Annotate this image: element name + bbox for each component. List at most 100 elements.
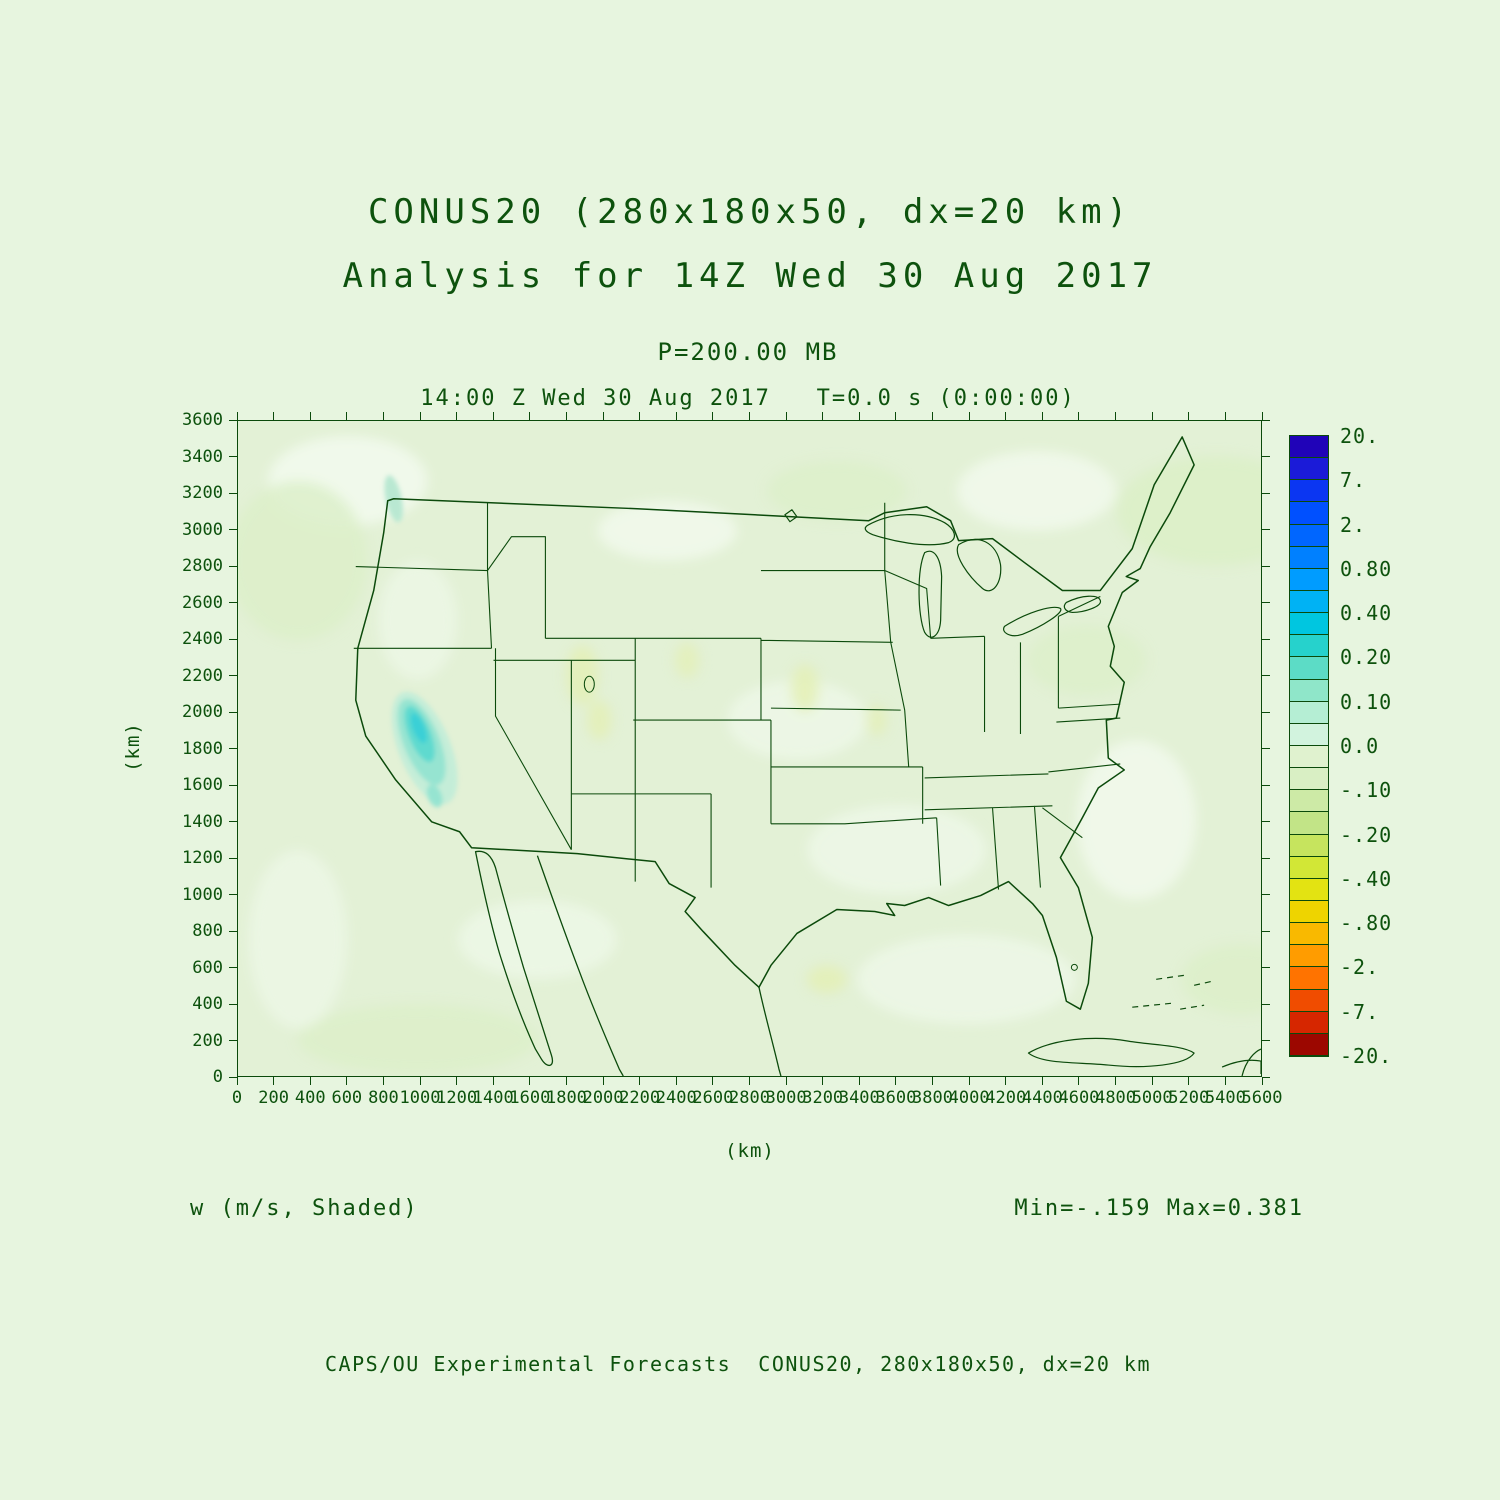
y-axis-tick-right [1262, 456, 1270, 457]
y-axis-tick-label: 1800 [182, 738, 223, 759]
x-axis-tick-label: 600 [331, 1088, 363, 1108]
y-axis-tick-right [1262, 711, 1270, 713]
y-axis-tick-right [1262, 419, 1270, 421]
y-axis-tick-right [1262, 784, 1270, 786]
x-axis-unit-label: (km) [725, 1140, 775, 1162]
x-axis-tick-label: 3800 [912, 1088, 954, 1108]
y-axis-tick-right [1262, 529, 1270, 530]
map-plot-area [237, 420, 1262, 1077]
x-axis-tick-label: 3000 [765, 1088, 807, 1108]
y-axis-tick-right [1262, 748, 1270, 749]
colorbar-tick-label: -.10 [1340, 778, 1393, 803]
x-axis-tick [492, 1077, 494, 1085]
y-axis-tick-right [1262, 967, 1270, 968]
x-axis-tick-top [529, 412, 531, 420]
x-axis-tick [1261, 1077, 1263, 1085]
x-axis-tick-label: 1400 [472, 1088, 514, 1108]
y-axis-tick [229, 565, 237, 567]
y-axis-tick-label: 600 [192, 957, 223, 978]
x-axis-tick [712, 1077, 714, 1085]
x-axis-tick-top [382, 412, 384, 420]
x-axis-tick-label: 2800 [729, 1088, 770, 1108]
x-axis-tick [968, 1077, 970, 1085]
colorbar-tick-label: -.80 [1340, 911, 1393, 936]
x-axis-tick-top [273, 412, 275, 420]
y-axis-tick-label: 1200 [182, 848, 223, 868]
x-axis-tick [639, 1077, 641, 1085]
x-axis-tick-top [895, 412, 897, 420]
x-axis-tick-top [309, 412, 311, 420]
x-axis-tick [309, 1077, 311, 1085]
x-axis-tick-label: 200 [258, 1088, 289, 1108]
x-axis-tick-label: 5400 [1204, 1088, 1246, 1108]
x-axis-tick-label: 5600 [1241, 1088, 1283, 1108]
colorbar-cell [1290, 458, 1328, 480]
x-axis-tick [822, 1077, 824, 1085]
caribbean-coastlines [1027, 1037, 1261, 1076]
y-axis-tick-label: 3200 [182, 483, 223, 503]
figure-title-line1: CONUS20 (280x180x50, dx=20 km) [367, 192, 1133, 232]
y-axis-tick [229, 748, 237, 749]
x-axis-tick-label: 2600 [692, 1088, 734, 1108]
y-axis-tick-right [1262, 602, 1270, 603]
x-axis-tick [1005, 1077, 1007, 1085]
x-axis-tick [932, 1077, 934, 1085]
x-axis-tick [858, 1077, 860, 1085]
x-axis-tick-top [1224, 412, 1226, 420]
x-axis-tick-top [1188, 412, 1190, 420]
y-axis-tick-label: 0 [212, 1067, 223, 1087]
x-axis-tick [1078, 1077, 1080, 1085]
y-axis-tick [229, 1003, 237, 1005]
colorbar-cell [1290, 568, 1328, 590]
x-axis-tick-top [968, 412, 970, 420]
colorbar-cell [1290, 480, 1328, 502]
colorbar-cell [1290, 945, 1328, 967]
colorbar-cell [1290, 524, 1328, 546]
x-axis-tick [565, 1077, 567, 1085]
colorbar-cell [1290, 923, 1328, 945]
x-axis-tick-label: 1600 [509, 1088, 551, 1108]
colorbar-cell [1290, 591, 1328, 613]
y-axis-tick [229, 930, 237, 932]
y-axis-tick [229, 419, 237, 421]
colorbar-tick-label: 2. [1340, 512, 1367, 537]
x-axis-tick-top [1115, 412, 1117, 420]
colorbar-tick-label: -20. [1340, 1044, 1393, 1068]
state-boundaries [353, 502, 1121, 890]
x-axis-tick-label: 3200 [802, 1088, 844, 1108]
y-axis-tick [229, 967, 237, 968]
colorbar-cell [1290, 1033, 1328, 1055]
conus-map [238, 421, 1261, 1076]
y-axis-tick [229, 821, 237, 822]
y-axis-tick-label: 400 [192, 994, 223, 1014]
x-axis-tick [749, 1077, 750, 1085]
colorbar-cell [1290, 901, 1328, 923]
x-axis-tick [1188, 1077, 1190, 1085]
colorbar-cell [1290, 812, 1328, 834]
x-axis-tick-label: 4400 [1021, 1088, 1063, 1108]
colorbar-cell [1290, 546, 1328, 568]
colorbar-tick-label: 0.10 [1340, 689, 1393, 714]
field-shading-patches [238, 435, 1261, 1075]
x-axis-tick-label: 800 [368, 1088, 399, 1108]
colorbar-cell [1290, 790, 1328, 812]
colorbar-cell [1290, 635, 1328, 657]
y-axis-tick [229, 602, 237, 603]
colorbar [1289, 435, 1329, 1057]
y-axis-tick [229, 492, 237, 494]
x-axis-tick [456, 1077, 458, 1085]
x-axis-tick-top [419, 412, 421, 420]
x-axis-tick-label: 2400 [655, 1088, 697, 1108]
colorbar-cell [1290, 502, 1328, 524]
x-axis-tick-label: 1000 [399, 1088, 441, 1108]
x-axis-tick [236, 1077, 238, 1085]
x-axis-tick-label: 400 [294, 1088, 326, 1108]
x-axis-tick-top [712, 412, 714, 420]
small-lakes [583, 675, 1078, 971]
colorbar-tick-label: -7. [1340, 999, 1380, 1024]
x-axis-tick-label: 3600 [875, 1088, 917, 1108]
x-axis-tick-top [236, 412, 238, 420]
colorbar-tick-label: -.20 [1340, 822, 1393, 847]
x-axis-tick-label: 3400 [838, 1088, 880, 1108]
colorbar-cell [1290, 834, 1328, 856]
